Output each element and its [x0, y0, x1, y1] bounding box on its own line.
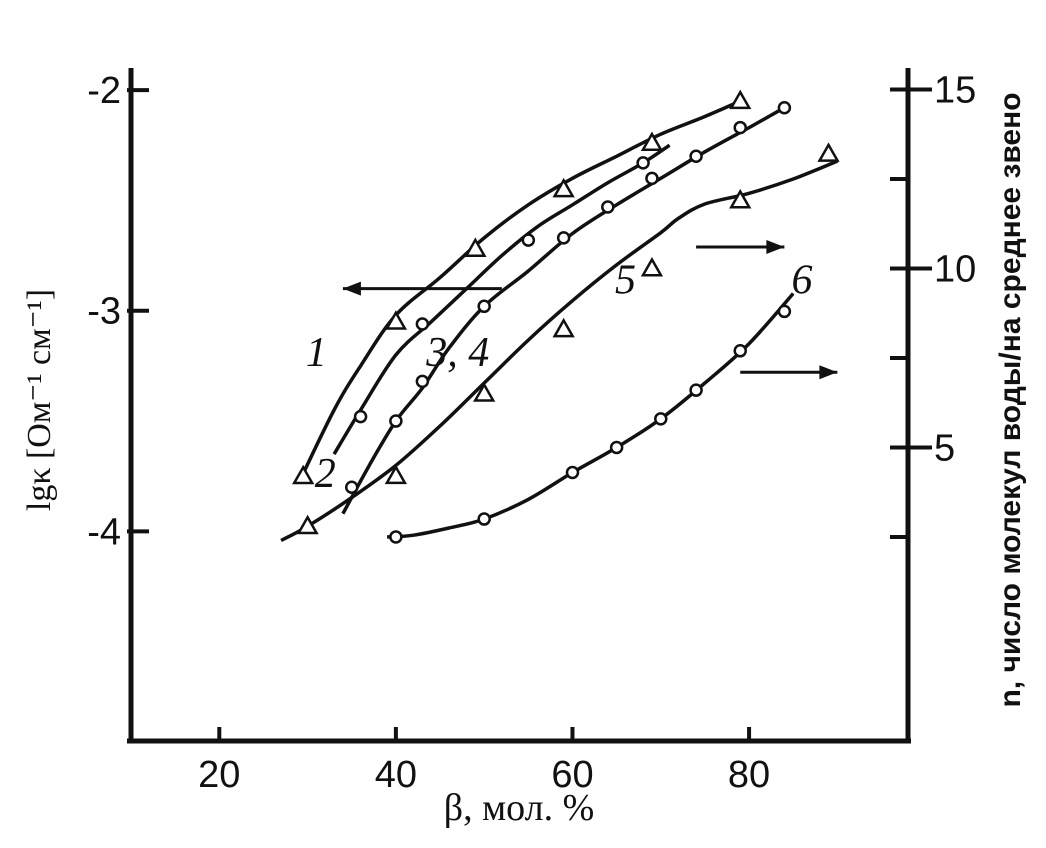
data-point [552, 177, 575, 198]
y2-axis-label: n, число молекул воды/на среднее звено [994, 92, 1027, 707]
data-point [729, 89, 752, 110]
y2-tick-label: 5 [934, 427, 955, 469]
arrow-head [819, 365, 838, 380]
data-point [777, 304, 792, 319]
y-tick-label: -2 [87, 70, 121, 112]
data-point [415, 317, 430, 331]
data-point [464, 237, 487, 257]
y2-ticks: 15 10 5 [890, 69, 976, 539]
data-point [645, 171, 659, 186]
data-point [477, 512, 491, 526]
arrow-head [766, 239, 785, 254]
series-2 [332, 143, 671, 456]
series-3 [341, 100, 792, 515]
y-axis-label: lgκ [Ом⁻¹ см⁻¹] [21, 289, 58, 511]
arrow-right-series-5 [696, 239, 785, 254]
curve-label-5: 6 [792, 258, 813, 304]
data-point [353, 409, 368, 424]
x-axis-label: β, мол. % [444, 787, 595, 829]
series-line [280, 159, 839, 543]
axis-arrows [342, 239, 838, 380]
data-point [609, 440, 624, 455]
data-point [777, 100, 792, 115]
series-line [297, 99, 741, 484]
data-point [601, 200, 615, 214]
curve-label-4: 5 [615, 258, 636, 304]
series-4 [280, 142, 840, 543]
y-tick-label: -4 [87, 511, 121, 553]
data-point [477, 299, 491, 314]
arrow-right-series-6 [740, 365, 838, 380]
x-tick-label: 60 [551, 754, 593, 796]
data-point [817, 142, 840, 162]
data-point [565, 465, 580, 480]
x-tick-label: 20 [198, 754, 240, 796]
data-point [521, 233, 536, 247]
data-point [556, 231, 571, 245]
y2-tick-label: 15 [934, 69, 976, 111]
data-point [292, 464, 315, 485]
data-point [296, 514, 319, 535]
data-point [389, 414, 403, 428]
data-point [384, 464, 408, 485]
series-5 [386, 292, 795, 544]
data-point [689, 149, 703, 164]
data-point [729, 188, 752, 209]
data-point [733, 344, 747, 358]
data-point [733, 120, 747, 135]
x-tick-label: 80 [728, 754, 770, 796]
data-point [689, 383, 703, 397]
data-point [384, 310, 408, 330]
data-point [640, 131, 664, 152]
arrow-left-series-1-4 [342, 281, 502, 296]
y2-tick-label: 10 [934, 248, 976, 290]
data-point [640, 256, 664, 277]
curve-label-2: 2 [315, 451, 336, 497]
data-point [344, 480, 359, 494]
series-group [280, 89, 840, 544]
series-1 [292, 89, 752, 485]
curve-label-1: 1 [306, 330, 327, 376]
data-point [552, 317, 575, 338]
data-point [415, 374, 430, 389]
y-tick-label: -3 [87, 291, 121, 333]
data-point [654, 412, 668, 426]
x-ticks: 20 40 60 80 [198, 727, 770, 796]
data-point [389, 530, 403, 544]
x-tick-label: 40 [375, 754, 417, 796]
data-point [636, 156, 650, 170]
y-ticks: -2 -3 -4 [87, 70, 149, 553]
data-point [473, 382, 496, 402]
curve-labels: 1 2 3, 4 5 6 [306, 258, 813, 498]
series-line [332, 143, 671, 456]
arrow-head [342, 281, 361, 296]
curve-label-3: 3, 4 [425, 330, 489, 376]
